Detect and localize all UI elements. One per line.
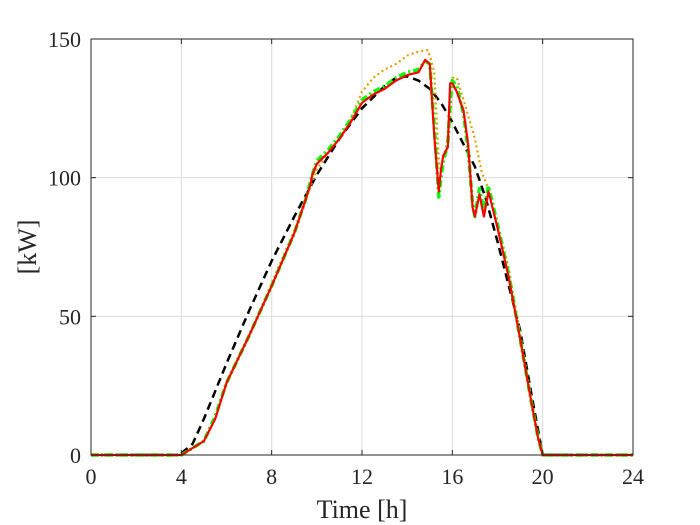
y-axis-label: [kW] [13, 220, 42, 275]
y-tick-label: 0 [70, 443, 81, 468]
x-tick-label: 16 [441, 464, 463, 489]
x-tick-label: 20 [532, 464, 554, 489]
series-line-2 [91, 49, 633, 457]
x-tick-label: 24 [622, 464, 644, 489]
series-group [91, 49, 633, 457]
x-tick-label: 4 [176, 464, 187, 489]
axis-ticks: 0 4 8 12 16 20 24 0 50 100 150 [48, 27, 644, 489]
y-tick-label: 100 [48, 166, 81, 191]
series-line-4 [91, 58, 633, 457]
series-line-1 [91, 75, 633, 457]
y-tick-label: 150 [48, 27, 81, 52]
x-tick-label: 0 [86, 464, 97, 489]
y-tick-label: 50 [59, 304, 81, 329]
x-tick-label: 12 [351, 464, 373, 489]
x-tick-label: 8 [266, 464, 277, 489]
grid [91, 39, 633, 455]
x-axis-label: Time [h] [317, 495, 408, 524]
